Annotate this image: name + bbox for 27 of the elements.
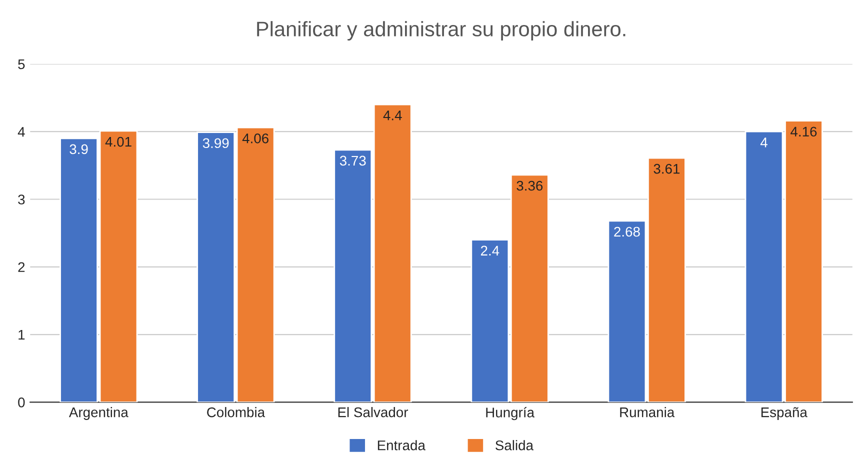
x-tick-label: Rumania bbox=[620, 407, 675, 418]
data-label: 4.16 bbox=[790, 126, 817, 137]
chart-title: Planificar y administrar su propio dinero. bbox=[257, 21, 626, 41]
data-label: 2.68 bbox=[614, 226, 640, 237]
legend-label: Salida bbox=[496, 440, 534, 450]
x-tick-label: Argentina bbox=[68, 407, 128, 420]
y-tick-label: 2 bbox=[18, 262, 25, 272]
x-tick-label: Colombia bbox=[207, 407, 266, 418]
data-label: 3.99 bbox=[202, 138, 229, 148]
data-label: 4.01 bbox=[105, 136, 132, 147]
y-tick-label: 4 bbox=[18, 127, 25, 137]
legend-label: Entrada bbox=[378, 440, 426, 450]
data-label: 2.4 bbox=[480, 246, 500, 256]
y-tick-label: 0 bbox=[18, 397, 25, 408]
data-label: 3.36 bbox=[516, 180, 543, 191]
data-label: 4 bbox=[760, 138, 768, 148]
data-label: 3.61 bbox=[654, 164, 680, 174]
y-tick-label: 5 bbox=[18, 59, 25, 70]
data-label: 3.9 bbox=[70, 144, 88, 154]
data-label: 4.4 bbox=[383, 110, 402, 120]
x-tick-label: Hungría bbox=[486, 407, 534, 420]
x-tick-label: El Salvador bbox=[338, 407, 408, 418]
data-label: 4.06 bbox=[242, 133, 268, 144]
y-tick-label: 3 bbox=[18, 194, 25, 204]
y-tick-label: 1 bbox=[18, 330, 25, 340]
data-label: 3.73 bbox=[340, 156, 366, 166]
x-tick-label: España bbox=[761, 407, 808, 420]
